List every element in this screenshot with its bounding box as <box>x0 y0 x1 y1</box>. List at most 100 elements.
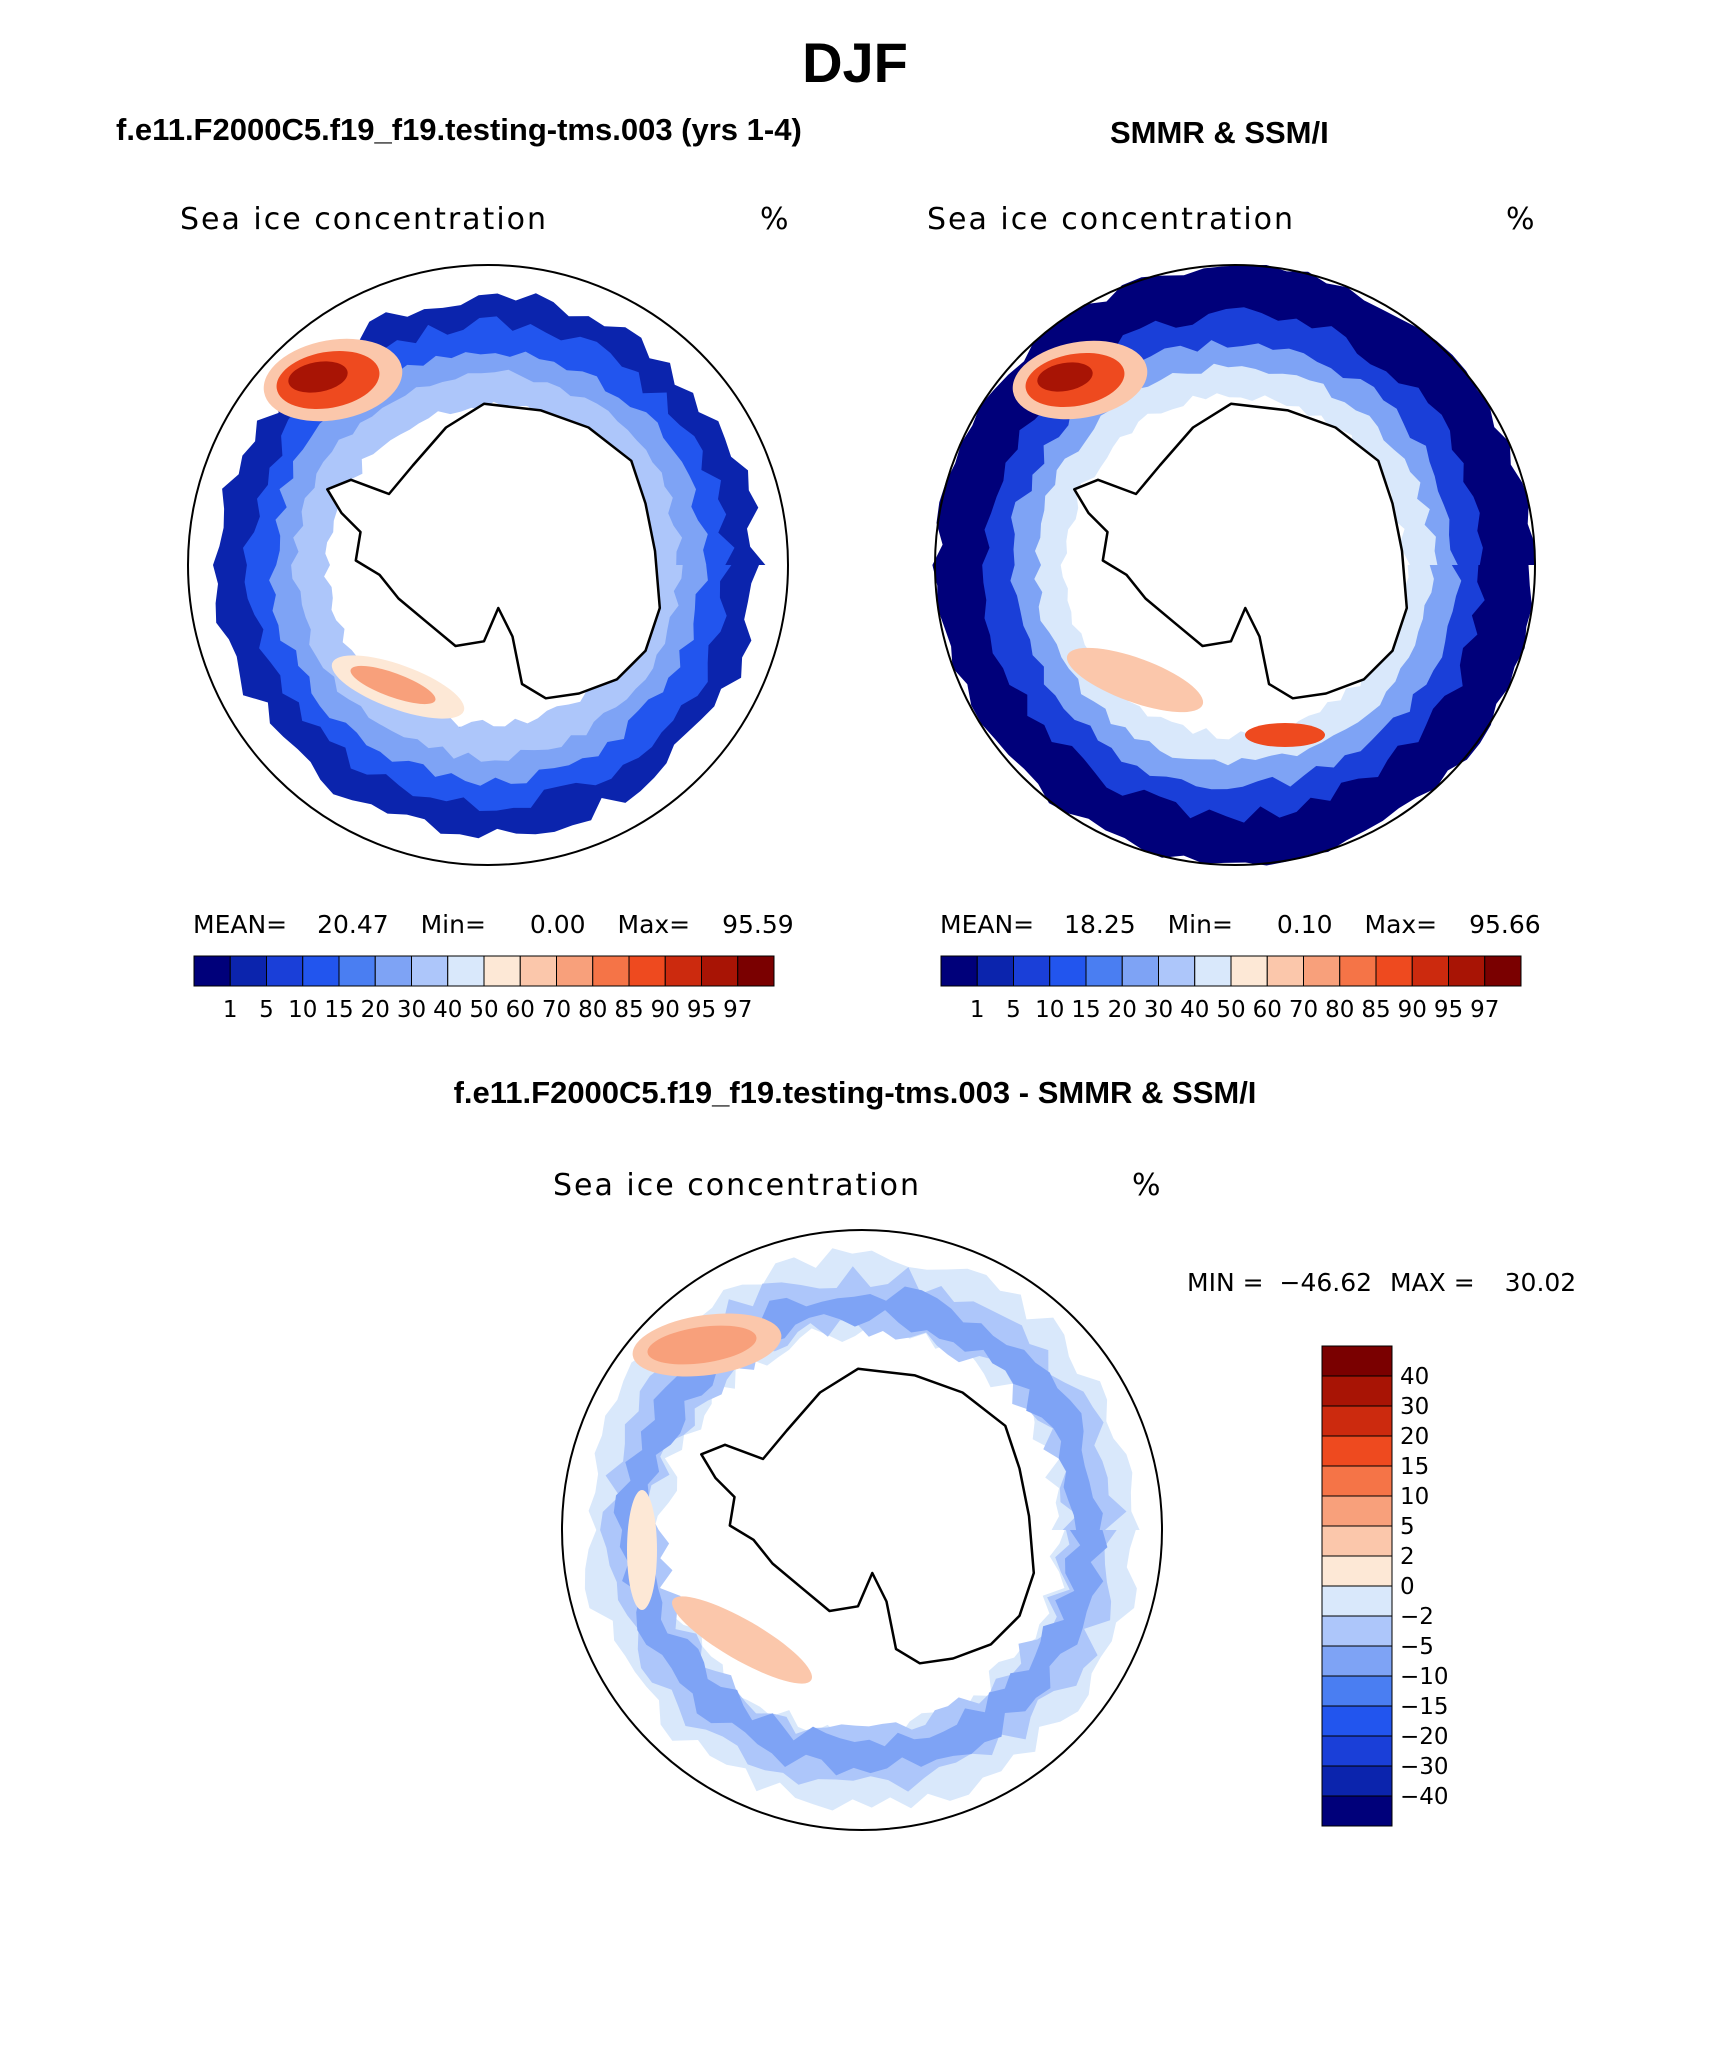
diff-colorbar-swatch-12 <box>1321 1435 1393 1467</box>
left-mean-value: 20.47 <box>317 910 389 939</box>
diff-max-label: MAX = <box>1389 1268 1475 1297</box>
right-panel-title: SMMR & SSM/I <box>1110 115 1329 150</box>
diff-polar-map <box>561 1229 1163 1831</box>
diff-min-label: MIN = <box>1187 1268 1264 1297</box>
diff-colorbar-swatch-15 <box>1321 1345 1393 1377</box>
diff-colorbar-swatch-13 <box>1321 1405 1393 1437</box>
left-mean-label: MEAN= <box>193 910 288 939</box>
left-max-label: Max= <box>617 910 691 939</box>
diff-colorbar-tick-label: 30 <box>1400 1394 1429 1420</box>
right-colorbar-tick-label: 97 <box>1470 997 1499 1023</box>
diff-colorbar-tick-label: 15 <box>1400 1454 1429 1480</box>
diff-units-label: % <box>1132 1168 1161 1203</box>
figure-title: DJF <box>802 31 908 94</box>
right-colorbar-swatch-6 <box>1158 955 1196 987</box>
left-colorbar-swatch-12 <box>628 955 666 987</box>
left-colorbar-swatch-9 <box>519 955 557 987</box>
sea-ice-field <box>932 265 1536 866</box>
diff-colorbar-swatch-5 <box>1321 1645 1393 1677</box>
right-stats-row: MEAN= 18.25 Min= 0.10 Max= 95.66 <box>940 910 1541 939</box>
left-colorbar-tick-label: 85 <box>614 997 643 1023</box>
left-polar-map <box>187 264 789 866</box>
left-min-value: 0.00 <box>529 910 586 939</box>
right-min-value: 0.10 <box>1276 910 1333 939</box>
diff-colorbar-tick-label: 5 <box>1400 1514 1415 1540</box>
sea-ice-field <box>584 1248 1140 1811</box>
diff-colorbar-tick-label: 40 <box>1400 1364 1429 1390</box>
diff-stats-row: MIN = −46.62 MAX = 30.02 <box>1187 1268 1576 1297</box>
left-colorbar-tick-label: 70 <box>542 997 571 1023</box>
left-colorbar-tick-label: 50 <box>469 997 498 1023</box>
right-colorbar-tick-label: 60 <box>1253 997 1282 1023</box>
diff-colorbar-tick-label: −5 <box>1400 1634 1434 1660</box>
diff-colorbar-swatch-10 <box>1321 1495 1393 1527</box>
left-min-label: Min= <box>420 910 486 939</box>
right-colorbar-swatch-14 <box>1448 955 1486 987</box>
diff-colorbar-swatch-8 <box>1321 1555 1393 1587</box>
right-colorbar-swatch-2 <box>1013 955 1051 987</box>
left-panel-title: f.e11.F2000C5.f19_f19.testing-tms.003 (y… <box>116 112 802 147</box>
left-colorbar-swatch-6 <box>411 955 449 987</box>
right-polar-map <box>932 264 1536 866</box>
diff-colorbar-tick-label: −40 <box>1400 1784 1449 1810</box>
left-stats-row: MEAN= 20.47 Min= 0.00 Max= 95.59 <box>193 910 794 939</box>
left-colorbar-swatch-5 <box>374 955 412 987</box>
left-colorbar-swatch-10 <box>556 955 594 987</box>
right-colorbar-tick-label: 95 <box>1434 997 1463 1023</box>
right-colorbar-swatch-4 <box>1085 955 1123 987</box>
left-colorbar-swatch-11 <box>592 955 630 987</box>
antarctica-coastline <box>326 402 662 700</box>
right-colorbar-tick-label: 15 <box>1071 997 1100 1023</box>
right-colorbar-swatch-0 <box>940 955 978 987</box>
left-max-value: 95.59 <box>722 910 794 939</box>
diff-colorbar-swatch-14 <box>1321 1375 1393 1407</box>
diff-colorbar-swatch-1 <box>1321 1765 1393 1797</box>
left-colorbar-tick-label: 80 <box>578 997 607 1023</box>
left-colorbar-tick-label: 15 <box>324 997 353 1023</box>
right-colorbar-tick-label: 70 <box>1289 997 1318 1023</box>
diff-colorbar-tick-label: 0 <box>1400 1574 1415 1600</box>
diff-colorbar-swatch-2 <box>1321 1735 1393 1767</box>
left-colorbar-tick-label: 95 <box>687 997 716 1023</box>
diff-variable-label: Sea ice concentration <box>553 1168 922 1203</box>
map-boundary-circle <box>934 264 1536 866</box>
right-colorbar-swatch-8 <box>1230 955 1268 987</box>
left-colorbar-swatch-2 <box>266 955 304 987</box>
right-colorbar-tick-label: 85 <box>1361 997 1390 1023</box>
left-colorbar: 1 5 10 15 20 30 40 50 60 70 80 85 90 95 97 <box>193 955 775 1023</box>
right-colorbar-tick-label: 40 <box>1180 997 1209 1023</box>
right-colorbar-swatch-10 <box>1303 955 1341 987</box>
diff-min-value: −46.62 <box>1279 1268 1373 1297</box>
right-colorbar-swatch-7 <box>1194 955 1232 987</box>
right-colorbar-swatch-5 <box>1121 955 1159 987</box>
right-colorbar-tick-label: 80 <box>1325 997 1354 1023</box>
right-colorbar-tick-label: 90 <box>1398 997 1427 1023</box>
left-colorbar-swatch-14 <box>701 955 739 987</box>
diff-max-value: 30.02 <box>1504 1268 1577 1297</box>
diff-colorbar-tick-label: −2 <box>1400 1604 1434 1630</box>
diff-colorbar-tick-label: 20 <box>1400 1424 1429 1450</box>
map-boundary-circle <box>561 1229 1163 1831</box>
diff-colorbar-tick-label: 10 <box>1400 1484 1429 1510</box>
right-colorbar-tick-label: 30 <box>1144 997 1173 1023</box>
diff-colorbar-swatch-0 <box>1321 1795 1393 1827</box>
left-colorbar-tick-label: 97 <box>723 997 752 1023</box>
right-colorbar-tick-label: 5 <box>1006 997 1021 1023</box>
left-colorbar-tick-label: 90 <box>651 997 680 1023</box>
right-colorbar-tick-label: 20 <box>1108 997 1137 1023</box>
right-colorbar-swatch-12 <box>1375 955 1413 987</box>
diff-colorbar-tick-label: −20 <box>1400 1724 1449 1750</box>
diff-colorbar-swatch-3 <box>1321 1705 1393 1737</box>
left-colorbar-swatch-8 <box>483 955 521 987</box>
map-boundary-circle <box>187 264 789 866</box>
right-colorbar-swatch-15 <box>1484 955 1522 987</box>
left-colorbar-tick-label: 1 <box>223 997 238 1023</box>
antarctica-coastline <box>1073 402 1409 700</box>
diff-colorbar-swatch-7 <box>1321 1585 1393 1617</box>
right-units-label: % <box>1506 202 1535 237</box>
diff-colorbar-swatch-11 <box>1321 1465 1393 1497</box>
sea-ice-field <box>213 293 766 839</box>
diff-colorbar-swatch-9 <box>1321 1525 1393 1557</box>
diff-colorbar-tick-label: −30 <box>1400 1754 1449 1780</box>
